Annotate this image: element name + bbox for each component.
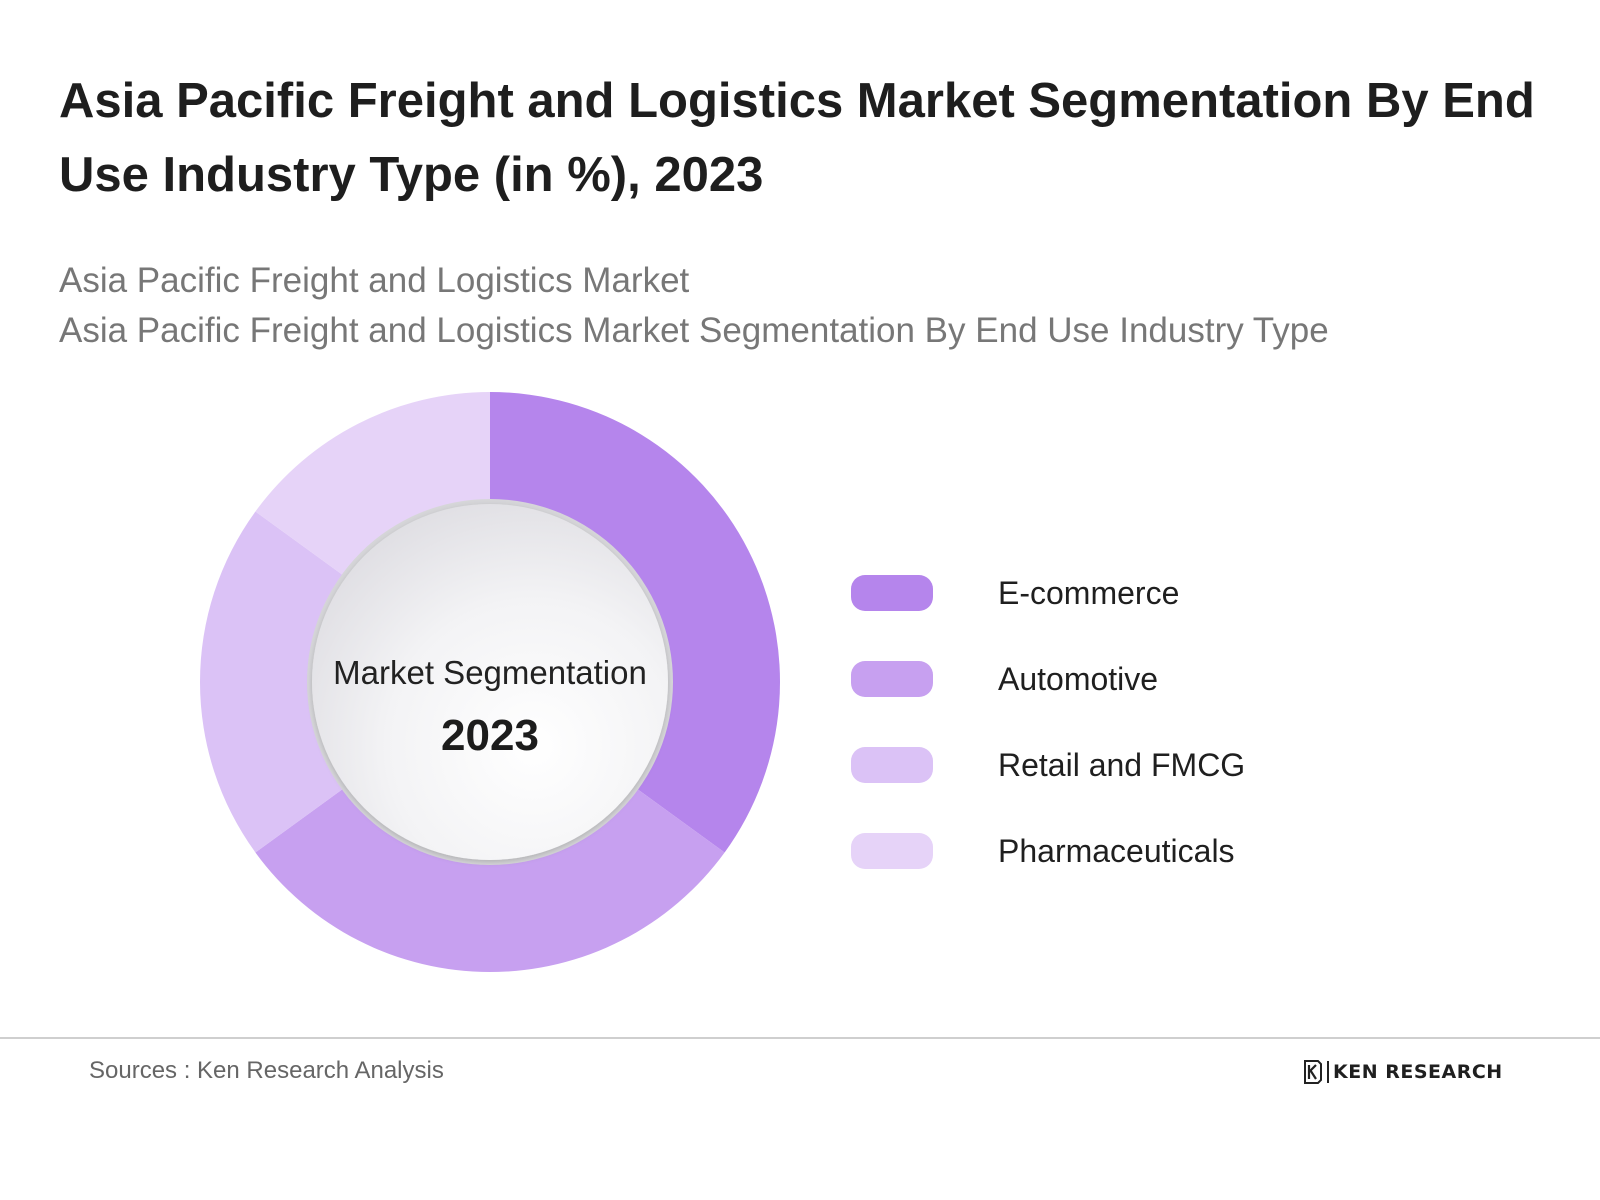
- donut-slice-automotive[interactable]: [255, 783, 725, 972]
- subtitle-line-1: Asia Pacific Freight and Logistics Marke…: [59, 261, 690, 300]
- legend-swatch: [851, 575, 933, 611]
- donut-center-year: 2023: [441, 711, 539, 760]
- brand-separator: [1327, 1061, 1329, 1083]
- ken-research-logo-icon: [1304, 1060, 1322, 1084]
- donut-center-face: [312, 504, 668, 860]
- legend-label: Automotive: [998, 661, 1159, 697]
- donut-slice-e-commerce[interactable]: [490, 392, 780, 853]
- donut-chart: [200, 392, 780, 972]
- source-note: Sources : Ken Research Analysis: [89, 1057, 444, 1084]
- legend-swatch: [851, 747, 933, 783]
- donut-slice-retail-and-fmcg[interactable]: [200, 511, 351, 853]
- donut-slice-pharmaceuticals[interactable]: [255, 392, 490, 581]
- legend-label: E-commerce: [998, 575, 1180, 611]
- legend-label: Retail and FMCG: [998, 747, 1246, 783]
- legend-swatch: [851, 661, 933, 697]
- brand-logo: KEN RESEARCH: [1304, 1057, 1503, 1087]
- donut-center-label: Market Segmentation: [333, 654, 647, 691]
- brand-name: KEN RESEARCH: [1333, 1061, 1503, 1083]
- subtitle-line-2: Asia Pacific Freight and Logistics Marke…: [59, 311, 1329, 350]
- footer-divider: [0, 1037, 1600, 1039]
- donut-slices: [200, 392, 780, 972]
- chart-title: Asia Pacific Freight and Logistics Marke…: [59, 74, 1535, 202]
- legend-label: Pharmaceuticals: [998, 833, 1235, 869]
- legend-swatch: [851, 833, 933, 869]
